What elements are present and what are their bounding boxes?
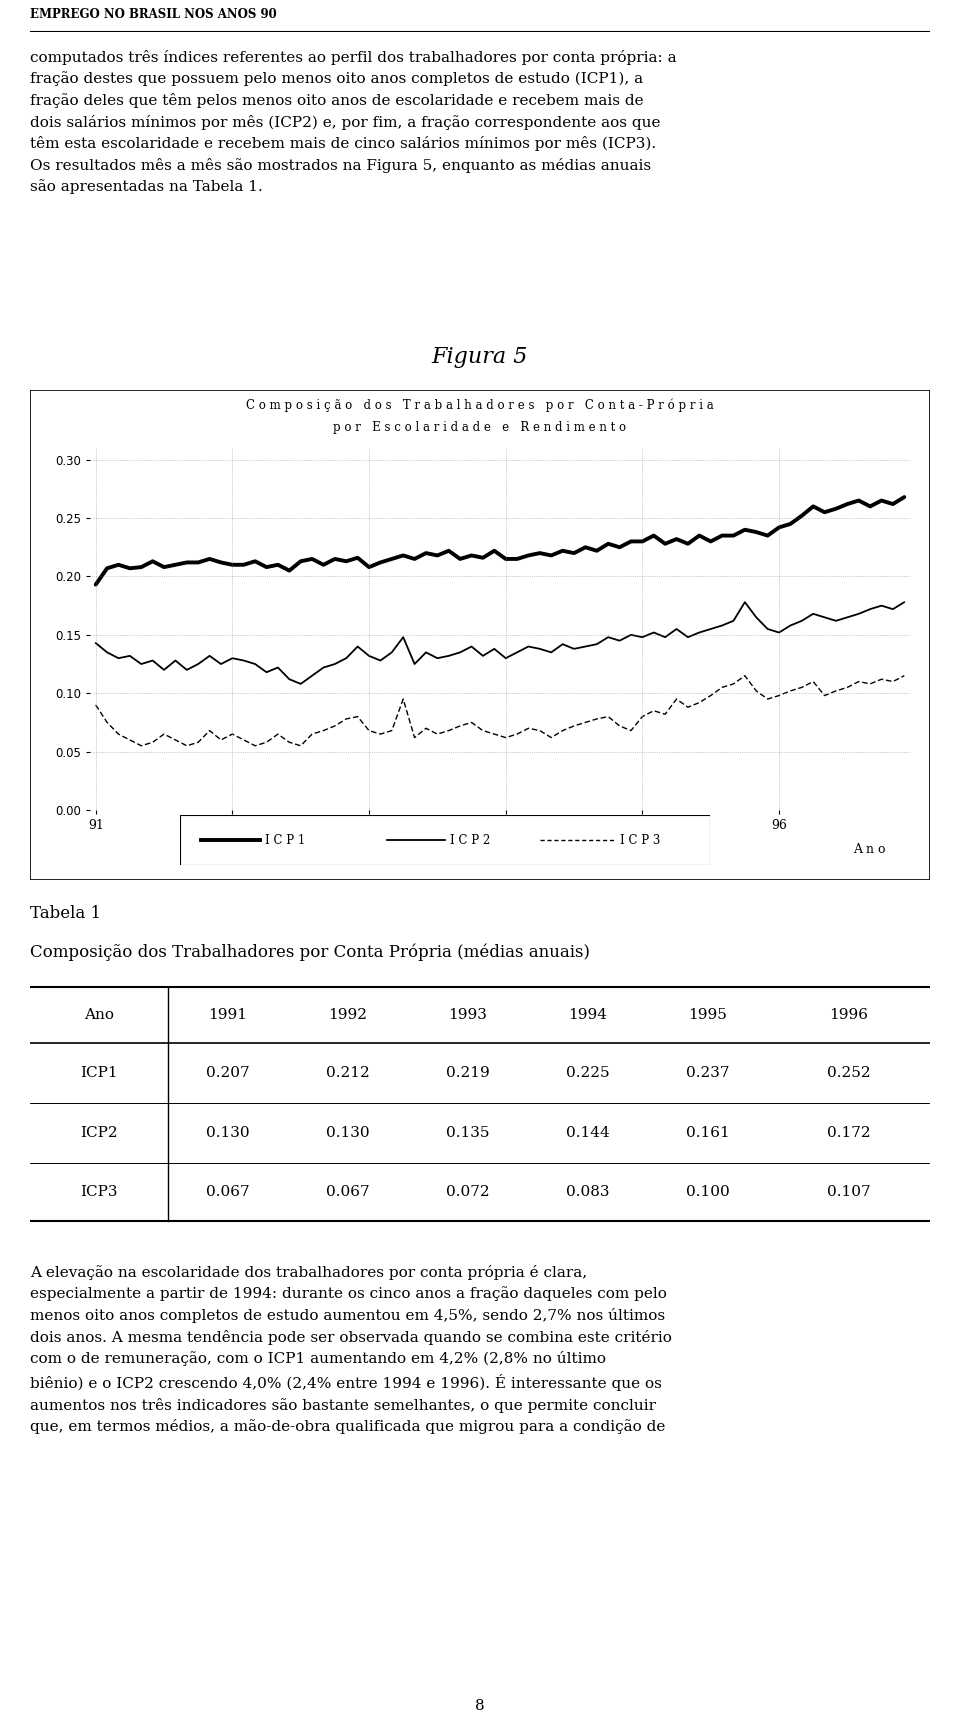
Text: ICP1: ICP1 [81,1066,118,1080]
Text: Tabela 1: Tabela 1 [30,905,101,923]
Text: ICP3: ICP3 [81,1185,118,1199]
Text: computados três índices referentes ao perfil dos trabalhadores por conta própria: computados três índices referentes ao pe… [30,50,677,194]
Text: 0.067: 0.067 [206,1185,250,1199]
Text: 0.225: 0.225 [566,1066,610,1080]
Text: 0.072: 0.072 [446,1185,490,1199]
Text: 0.212: 0.212 [326,1066,370,1080]
Text: 1992: 1992 [328,1007,368,1021]
Text: 0.172: 0.172 [828,1127,871,1140]
Text: I C P 3: I C P 3 [620,833,660,847]
Text: p o r   E s c o l a r i d a d e   e   R e n d i m e n t o: p o r E s c o l a r i d a d e e R e n d … [333,422,627,434]
Text: 8: 8 [475,1699,485,1712]
Text: 1993: 1993 [448,1007,488,1021]
Text: 1996: 1996 [829,1007,869,1021]
Text: I C P 1: I C P 1 [265,833,305,847]
Text: 0.252: 0.252 [828,1066,871,1080]
Text: Composição dos Trabalhadores por Conta Própria (médias anuais): Composição dos Trabalhadores por Conta P… [30,943,590,961]
Text: 1991: 1991 [208,1007,248,1021]
Text: 0.130: 0.130 [326,1127,370,1140]
Text: Figura 5: Figura 5 [432,347,528,368]
Text: 0.161: 0.161 [686,1127,730,1140]
Text: EMPREGO NO BRASIL NOS ANOS 90: EMPREGO NO BRASIL NOS ANOS 90 [30,9,276,21]
Text: ICP2: ICP2 [81,1127,118,1140]
Text: C o m p o s i ç ã o   d o s   T r a b a l h a d o r e s   p o r   C o n t a - P : C o m p o s i ç ã o d o s T r a b a l h … [246,397,714,411]
Text: 1994: 1994 [568,1007,608,1021]
Text: 0.207: 0.207 [206,1066,250,1080]
Text: Ano: Ano [84,1007,114,1021]
Text: I C P 2: I C P 2 [450,833,491,847]
Text: 0.107: 0.107 [828,1185,871,1199]
Text: 0.219: 0.219 [446,1066,490,1080]
Text: A elevação na escolaridade dos trabalhadores por conta própria é clara,
especial: A elevação na escolaridade dos trabalhad… [30,1265,672,1434]
Text: 0.083: 0.083 [566,1185,610,1199]
Text: 0.067: 0.067 [326,1185,370,1199]
Text: 0.130: 0.130 [206,1127,250,1140]
Text: 0.144: 0.144 [566,1127,610,1140]
Text: 0.100: 0.100 [686,1185,730,1199]
Text: 0.237: 0.237 [686,1066,730,1080]
Text: 1995: 1995 [688,1007,728,1021]
X-axis label: A n o: A n o [852,843,885,855]
Text: 0.135: 0.135 [446,1127,490,1140]
